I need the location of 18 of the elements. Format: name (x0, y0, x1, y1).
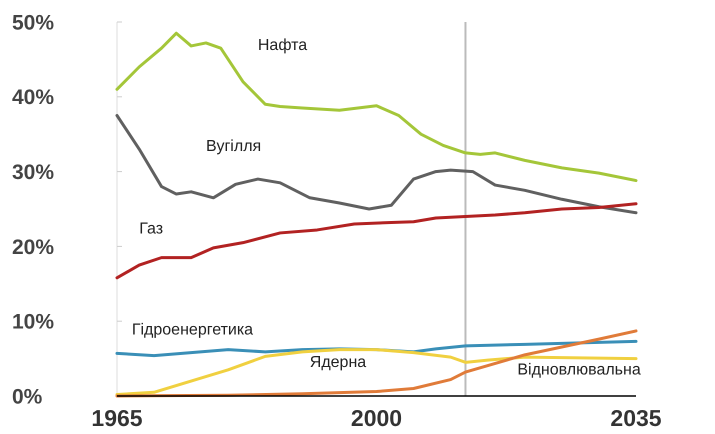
y-tick-label: 40% (12, 86, 54, 110)
series-label: Відновлювальна (517, 362, 641, 379)
series-label: Газ (139, 220, 164, 238)
series-label: Нафта (258, 37, 308, 54)
x-tick-label: 1965 (91, 405, 143, 431)
series-label: Вугілля (206, 138, 262, 156)
series-label: Гідроенергетика (132, 321, 254, 338)
y-tick-label: 0% (12, 385, 43, 408)
y-tick-label: 50% (12, 11, 54, 34)
line-series (116, 32, 638, 182)
y-tick-label: 10% (12, 310, 54, 334)
series-label: Ядерна (310, 354, 366, 372)
line-series (116, 202, 638, 280)
line-series (116, 114, 638, 214)
x-tick-label: 2000 (350, 405, 402, 431)
x-tick-label: 2035 (610, 405, 662, 431)
y-tick-label: 30% (12, 160, 54, 184)
y-tick-label: 20% (12, 236, 54, 259)
